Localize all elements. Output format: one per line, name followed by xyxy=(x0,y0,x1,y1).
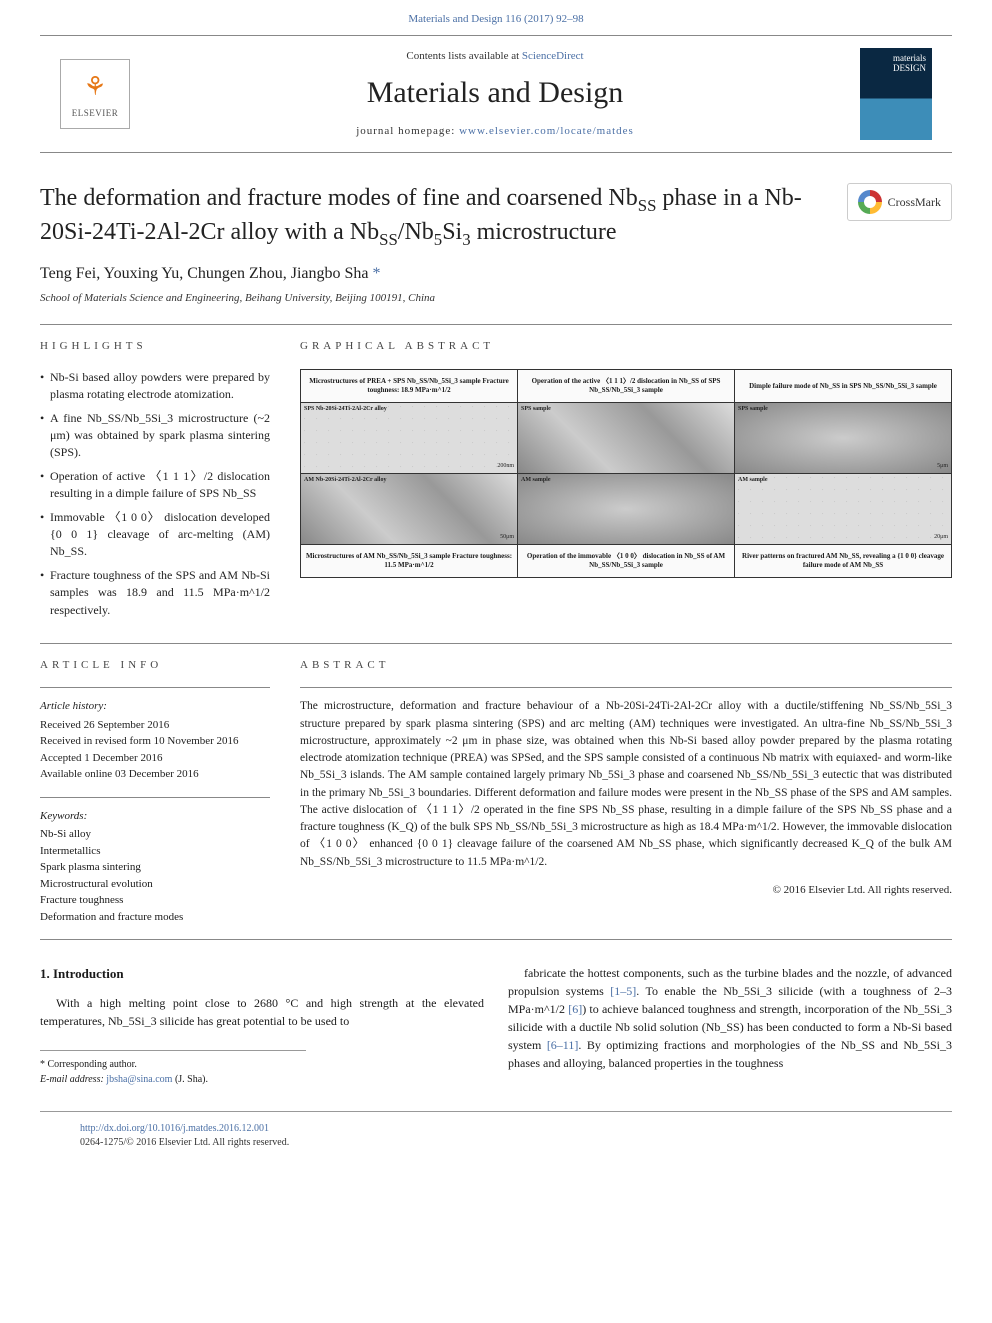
homepage-link[interactable]: www.elsevier.com/locate/matdes xyxy=(459,125,634,137)
highlights-list: Nb-Si based alloy powders were prepared … xyxy=(40,369,270,619)
ga-image-cell: AM sample xyxy=(518,474,735,544)
contents-line: Contents lists available at ScienceDirec… xyxy=(130,49,860,64)
ga-footer-cell: Microstructures of AM Nb_SS/Nb_5Si_3 sam… xyxy=(301,545,518,577)
ref-link[interactable]: [1–5] xyxy=(610,984,636,998)
article-title: The deformation and fracture modes of fi… xyxy=(40,183,847,250)
graphical-abstract-label: GRAPHICAL ABSTRACT xyxy=(300,339,952,354)
crossmark-button[interactable]: CrossMark xyxy=(847,183,952,221)
article-history: Article history: Received 26 September 2… xyxy=(40,698,270,783)
body-text: 1. Introduction With a high melting poin… xyxy=(0,940,992,1097)
body-paragraph: fabricate the hottest components, such a… xyxy=(508,964,952,1072)
highlights-label: HIGHLIGHTS xyxy=(40,339,270,354)
elsevier-tree-icon: ⚘ xyxy=(83,69,106,105)
sciencedirect-link[interactable]: ScienceDirect xyxy=(522,50,584,62)
ga-image-cell: AM Nb-20Si-24Ti-2Al-2Cr alloy50μm xyxy=(301,474,518,544)
ref-link[interactable]: [6] xyxy=(568,1002,582,1016)
ga-header-cell: Microstructures of PREA + SPS Nb_SS/Nb_5… xyxy=(301,370,518,402)
issn-line: 0264-1275/© 2016 Elsevier Ltd. All right… xyxy=(80,1137,289,1148)
corresponding-marker[interactable]: * xyxy=(373,265,381,282)
publisher-name: ELSEVIER xyxy=(72,107,119,120)
corresponding-author-note: * Corresponding author. E-mail address: … xyxy=(40,1050,306,1087)
author-list: Teng Fei, Youxing Yu, Chungen Zhou, Jian… xyxy=(0,263,992,291)
abstract-label: ABSTRACT xyxy=(300,658,952,673)
crossmark-icon xyxy=(858,190,882,214)
ga-image-cell: SPS sample xyxy=(518,403,735,473)
graphical-abstract: Microstructures of PREA + SPS Nb_SS/Nb_5… xyxy=(300,369,952,578)
ref-link[interactable]: [6–11] xyxy=(547,1038,579,1052)
ga-footer-cell: Operation of the immovable 〈1 0 0〉 dislo… xyxy=(518,545,735,577)
journal-homepage: journal homepage: www.elsevier.com/locat… xyxy=(130,124,860,139)
ga-image-cell: AM sample20μm xyxy=(735,474,951,544)
highlight-item: A fine Nb_SS/Nb_5Si_3 microstructure (~2… xyxy=(40,410,270,462)
citation-link[interactable]: Materials and Design 116 (2017) 92–98 xyxy=(408,13,583,25)
ga-header-cell: Dimple failure mode of Nb_SS in SPS Nb_S… xyxy=(735,370,951,402)
keywords-block: Keywords: Nb-Si alloy Intermetallics Spa… xyxy=(40,808,270,926)
doi-link[interactable]: http://dx.doi.org/10.1016/j.matdes.2016.… xyxy=(80,1123,269,1134)
ga-image-cell: SPS Nb-20Si-24Ti-2Al-2Cr alloy200nm xyxy=(301,403,518,473)
journal-cover-thumbnail: materialsDESIGN xyxy=(860,48,932,140)
highlight-item: Nb-Si based alloy powders were prepared … xyxy=(40,369,270,404)
highlight-item: Operation of active 〈1 1 1〉/2 dislocatio… xyxy=(40,468,270,503)
section-heading: 1. Introduction xyxy=(40,964,484,984)
article-info-label: ARTICLE INFO xyxy=(40,658,270,673)
highlight-item: Immovable 〈1 0 0〉 dislocation developed … xyxy=(40,509,270,561)
body-paragraph: With a high melting point close to 2680 … xyxy=(40,994,484,1030)
crossmark-label: CrossMark xyxy=(888,194,941,211)
abstract-text: The microstructure, deformation and frac… xyxy=(300,698,952,871)
running-header: Materials and Design 116 (2017) 92–98 xyxy=(0,0,992,35)
publisher-logo: ⚘ ELSEVIER xyxy=(60,59,130,129)
ga-header-cell: Operation of the active 〈1 1 1〉/2 disloc… xyxy=(518,370,735,402)
author-email-link[interactable]: jbsha@sina.com xyxy=(106,1074,172,1085)
highlight-item: Fracture toughness of the SPS and AM Nb-… xyxy=(40,567,270,619)
page-footer: http://dx.doi.org/10.1016/j.matdes.2016.… xyxy=(40,1111,952,1170)
ga-image-cell: SPS sample5μm xyxy=(735,403,951,473)
affiliation: School of Materials Science and Engineer… xyxy=(0,291,992,324)
masthead: ⚘ ELSEVIER Contents lists available at S… xyxy=(40,35,952,153)
ga-footer-cell: River patterns on fractured AM Nb_SS, re… xyxy=(735,545,951,577)
journal-name: Materials and Design xyxy=(130,72,860,114)
copyright-line: © 2016 Elsevier Ltd. All rights reserved… xyxy=(300,883,952,898)
